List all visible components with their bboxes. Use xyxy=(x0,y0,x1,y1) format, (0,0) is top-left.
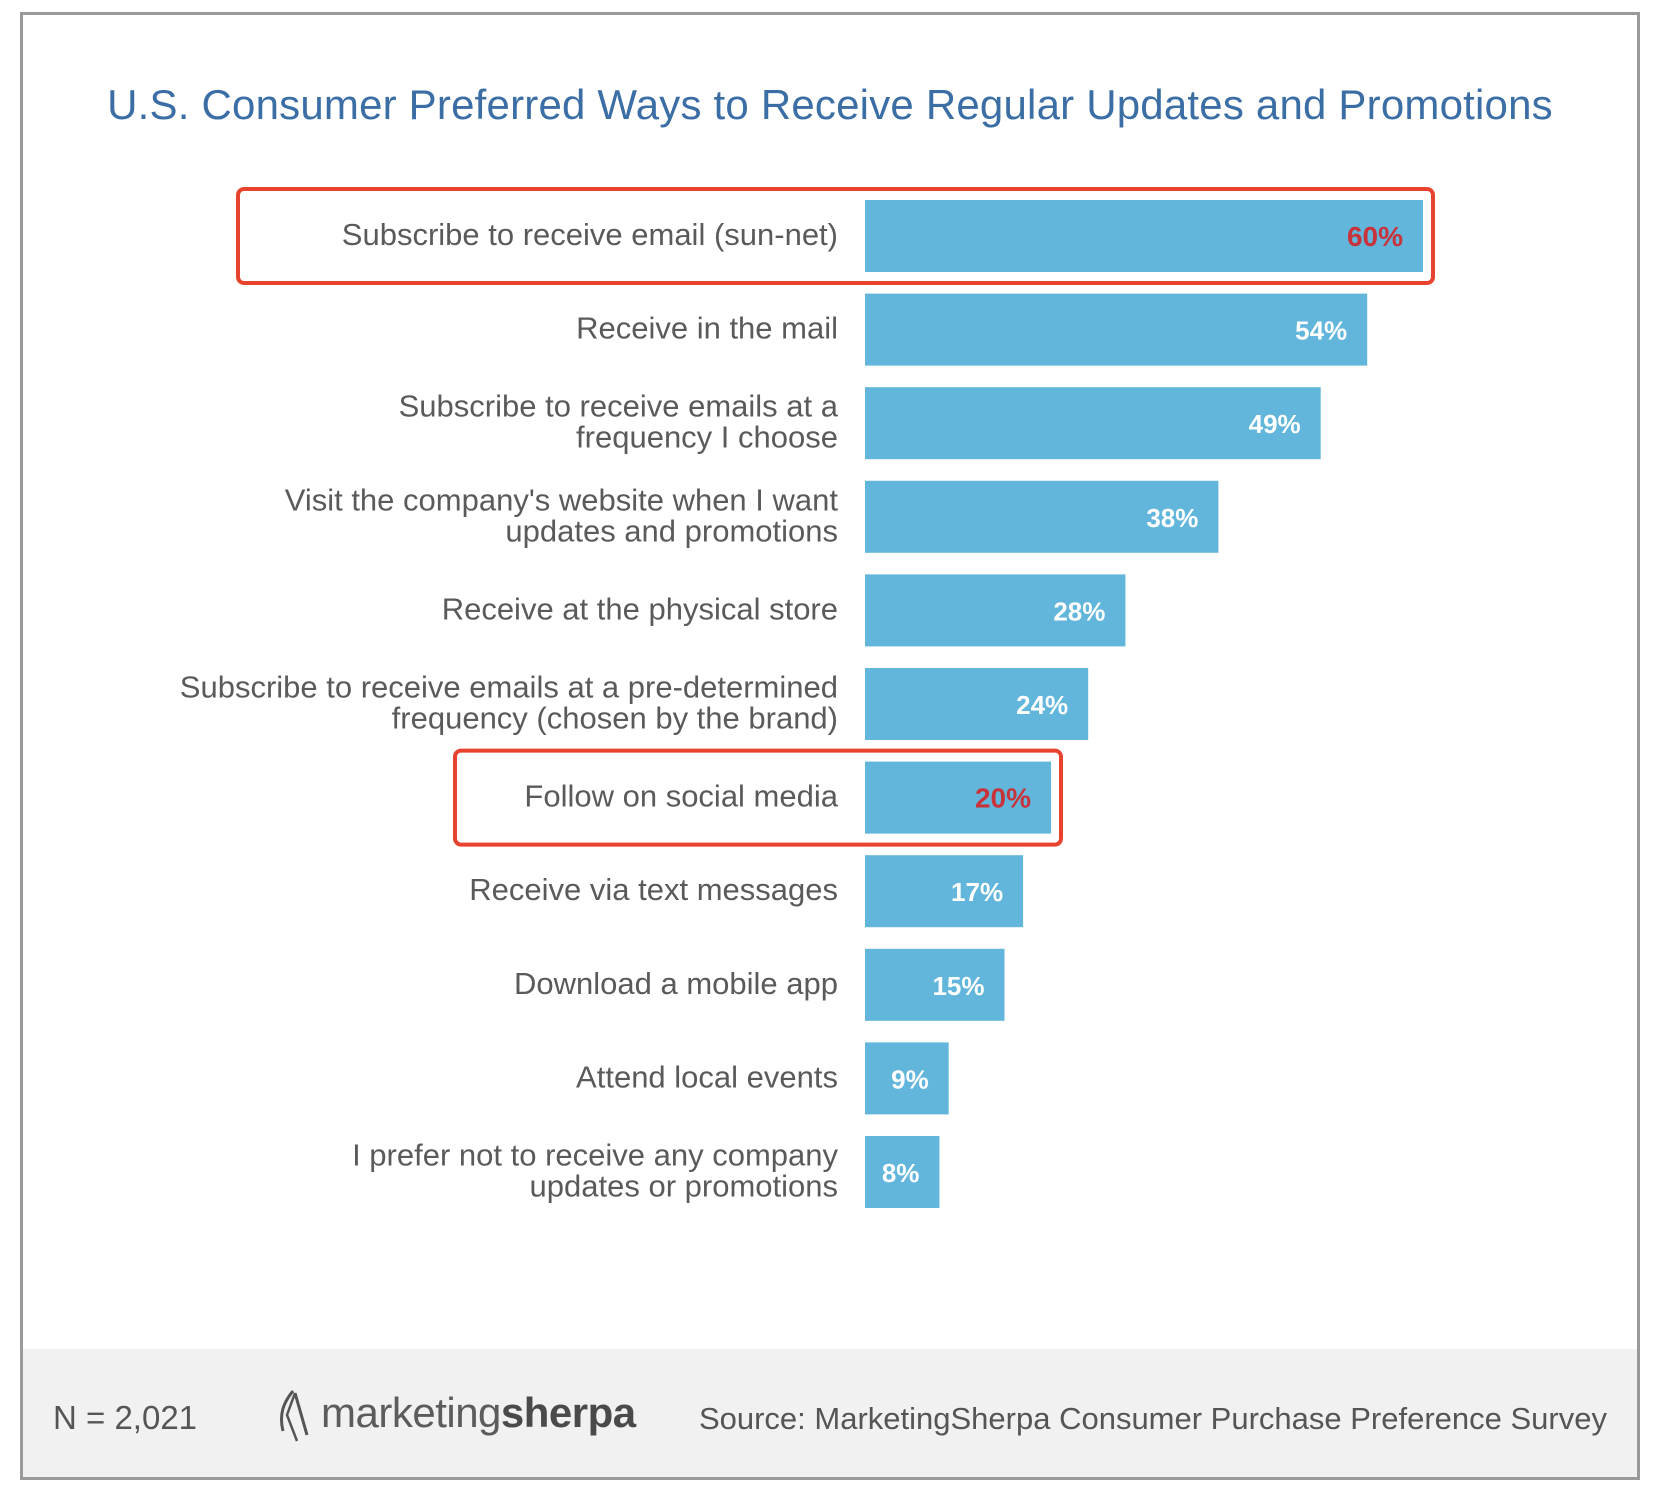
bar xyxy=(865,668,1089,740)
category-label-line: updates and promotions xyxy=(505,513,838,548)
category-label-line: Attend local events xyxy=(576,1059,838,1094)
category-label-line: Receive in the mail xyxy=(576,311,838,346)
category-label: Receive in the mail xyxy=(576,311,838,346)
bar-value-label: 28% xyxy=(1053,596,1105,626)
bar-value-label: 24% xyxy=(1016,690,1068,720)
bar xyxy=(865,761,1051,834)
highlight-box xyxy=(453,748,1063,847)
bar-chart: 60% Subscribe to receive email (sun-net) 5… xyxy=(180,187,1435,1208)
category-label: Follow on social media xyxy=(524,779,838,814)
category-label: I prefer not to receive any company updat… xyxy=(352,1138,838,1204)
category-label-line: Subscribe to receive emails at a pre-det… xyxy=(180,670,838,705)
bar-value-label: 9% xyxy=(891,1064,929,1094)
category-label: Attend local events xyxy=(576,1059,838,1094)
highlight-box xyxy=(236,187,1435,285)
bar-value-label: 38% xyxy=(1146,503,1198,533)
category-label-line: Visit the company's website when I want xyxy=(285,482,839,517)
bar-value-label: 54% xyxy=(1295,316,1347,346)
chart-footer: N = 2,021 marketingsherpa Source: Market… xyxy=(23,1349,1637,1477)
category-label-line: Receive via text messages xyxy=(469,872,838,907)
category-label: Subscribe to receive emails at a pre-det… xyxy=(180,670,838,736)
bar xyxy=(865,1042,949,1115)
category-label-line: frequency (chosen by the brand) xyxy=(392,701,838,736)
chart-title: U.S. Consumer Preferred Ways to Receive … xyxy=(107,81,1553,128)
sample-size: N = 2,021 xyxy=(53,1399,198,1436)
bar-value-label: 49% xyxy=(1249,409,1301,439)
bar xyxy=(865,293,1368,366)
logo-text-bold: sherpa xyxy=(500,1389,636,1436)
bar-value-label: 20% xyxy=(975,783,1031,814)
bar xyxy=(865,480,1219,553)
category-label: Subscribe to receive email (sun-net) xyxy=(342,217,838,252)
category-label-line: Follow on social media xyxy=(524,779,838,814)
chart-card: U.S. Consumer Preferred Ways to Receive … xyxy=(20,12,1640,1480)
category-label: Receive at the physical store xyxy=(442,591,838,626)
bar-value-label: 8% xyxy=(882,1158,920,1188)
category-label-line: Subscribe to receive email (sun-net) xyxy=(342,217,838,252)
category-label-line: I prefer not to receive any company xyxy=(352,1138,838,1173)
category-label-line: Receive at the physical store xyxy=(442,591,838,626)
bar-value-label: 17% xyxy=(951,877,1003,907)
category-label-line: updates or promotions xyxy=(530,1169,838,1204)
sherpa-mountain-icon xyxy=(279,1390,309,1442)
bar-value-label: 60% xyxy=(1347,221,1403,252)
category-label-line: frequency I choose xyxy=(576,420,838,455)
bar xyxy=(865,574,1126,647)
category-label: Receive via text messages xyxy=(469,872,838,907)
category-label: Visit the company's website when I want u… xyxy=(285,482,839,548)
bar xyxy=(865,948,1005,1021)
bar xyxy=(865,855,1024,928)
bar xyxy=(865,200,1423,272)
category-label: Download a mobile app xyxy=(514,966,838,1001)
category-label-line: Subscribe to receive emails at a xyxy=(399,389,839,424)
marketingsherpa-logo: marketingsherpa xyxy=(273,1383,636,1443)
bar xyxy=(865,387,1321,460)
bar xyxy=(865,1136,940,1208)
category-label: Subscribe to receive emails at a frequenc… xyxy=(399,389,839,455)
bar-value-label: 15% xyxy=(932,971,984,1001)
category-label-line: Download a mobile app xyxy=(514,966,838,1001)
source-note: Source: MarketingSherpa Consumer Purchas… xyxy=(698,1401,1607,1436)
logo-text-light: marketing xyxy=(321,1389,501,1436)
